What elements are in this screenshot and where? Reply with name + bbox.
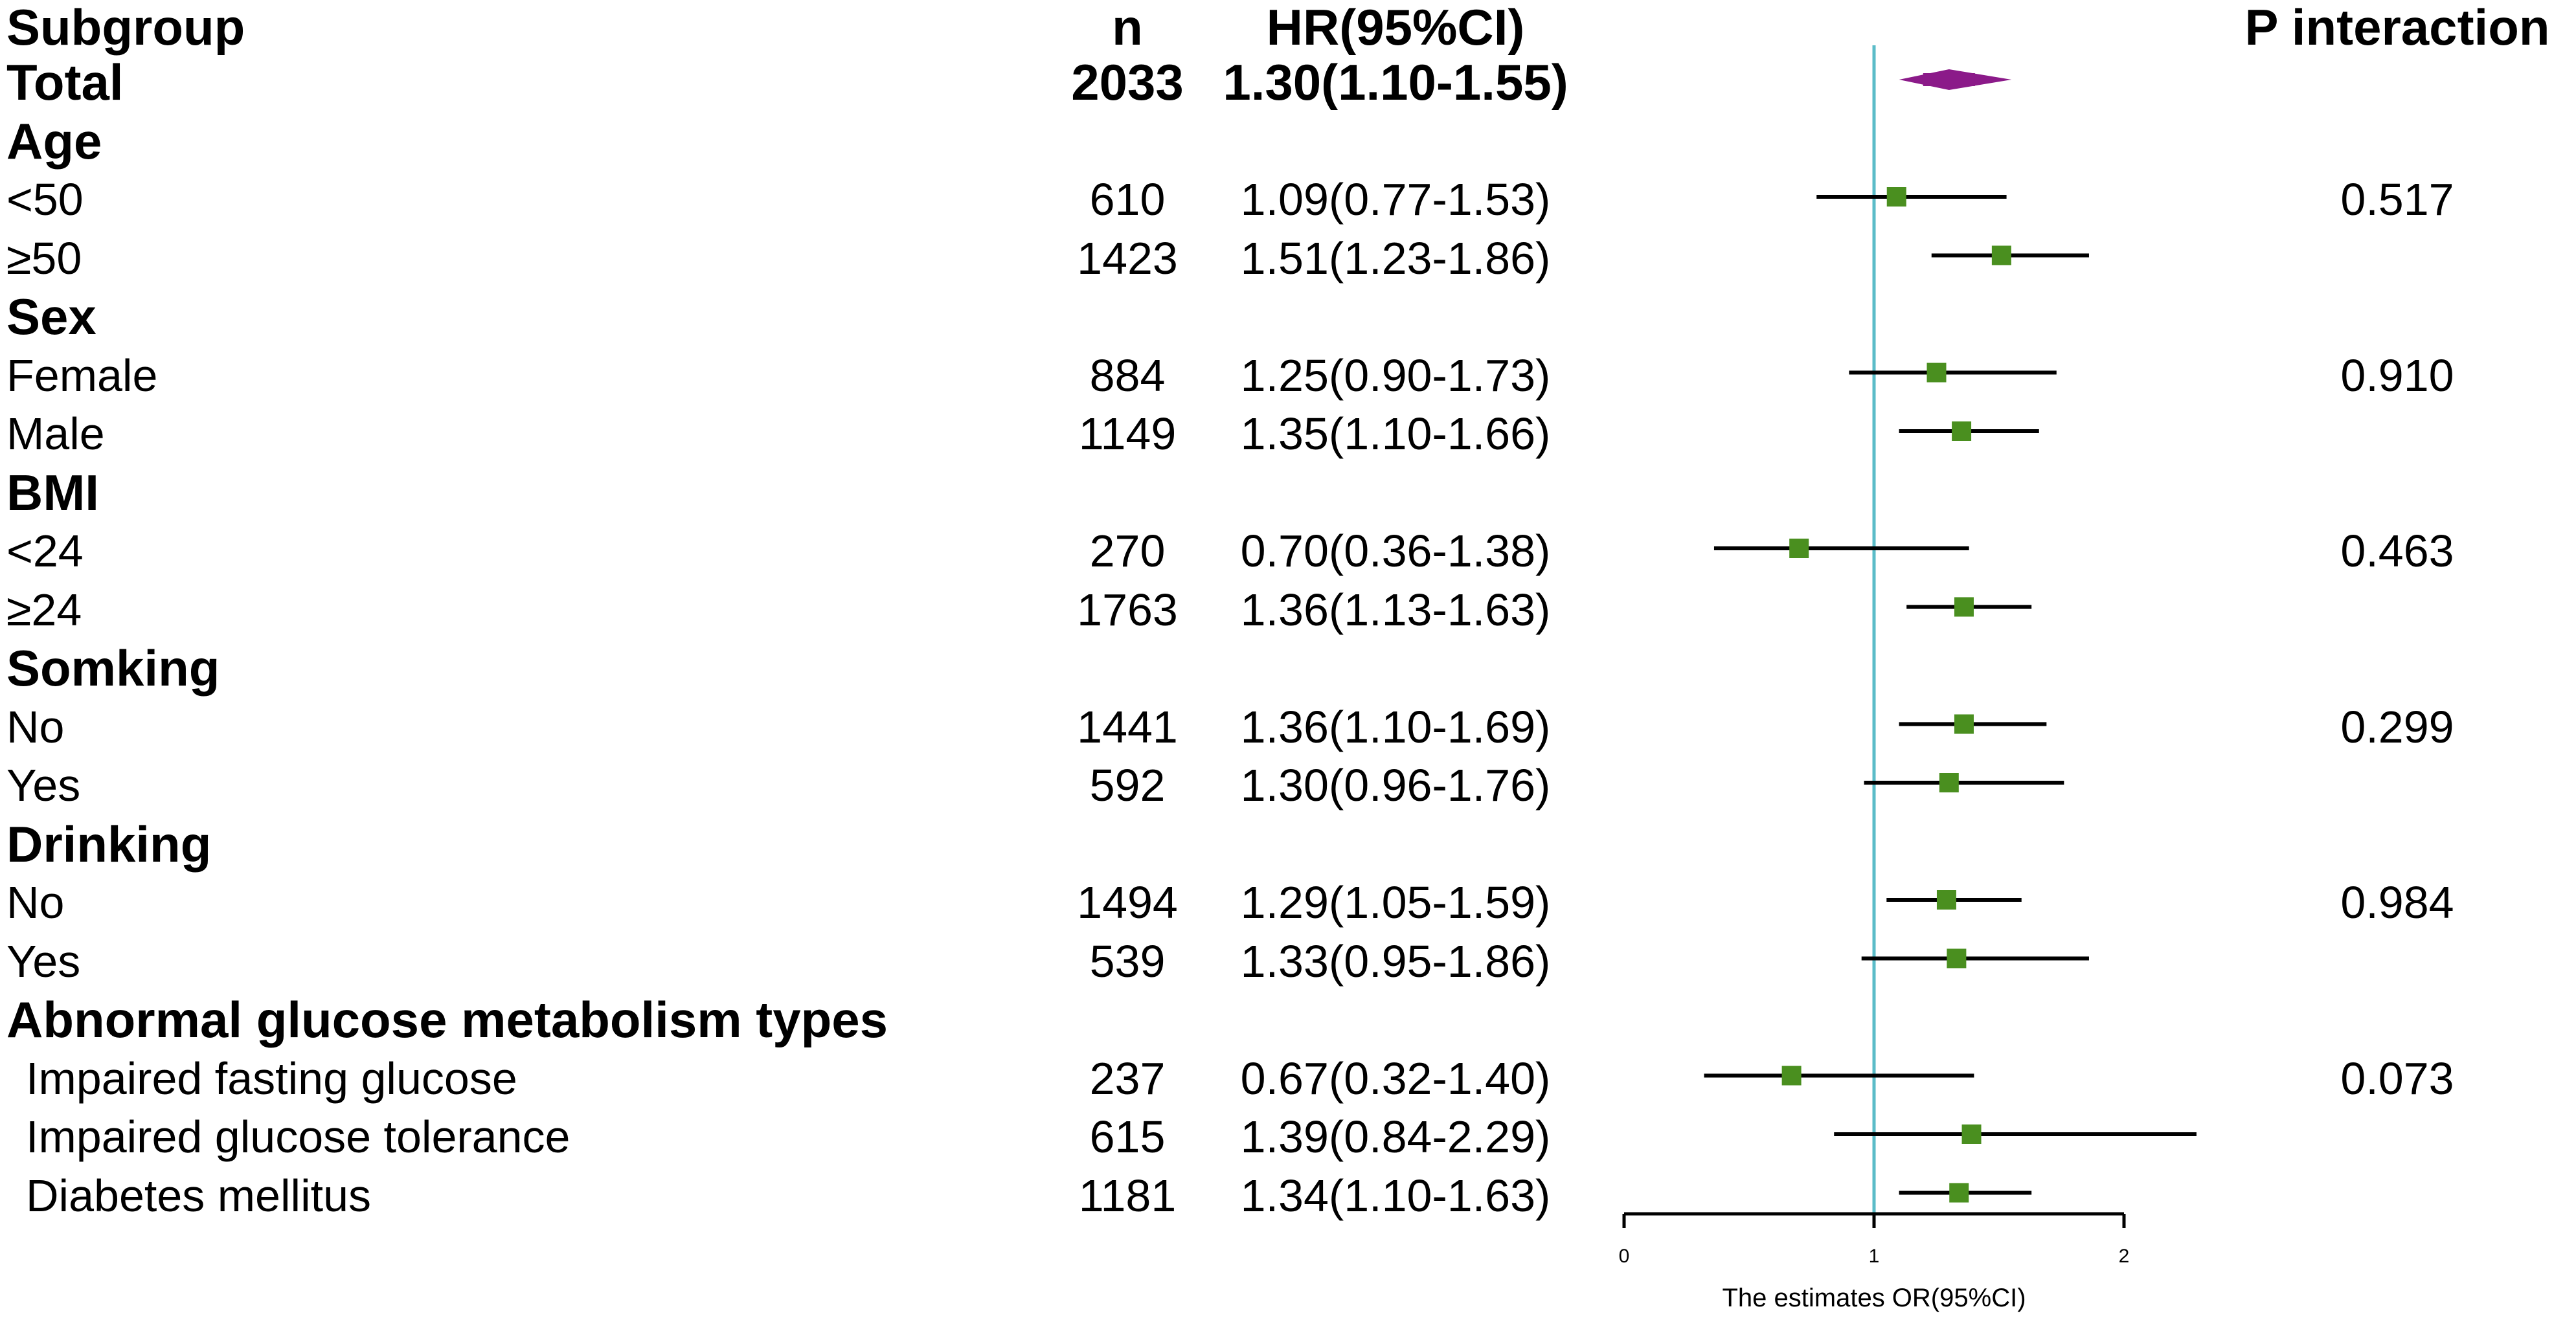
hr-value: 1.30(1.10-1.55)	[1223, 54, 1568, 111]
estimate-marker	[1952, 421, 1972, 441]
estimate-marker	[1949, 1183, 1969, 1203]
x-tick-label: 0	[1619, 1246, 1630, 1267]
estimate-marker	[1926, 363, 1947, 383]
n-value: 610	[1089, 174, 1166, 225]
subgroup-label: Male	[6, 408, 105, 459]
n-value: 1494	[1077, 877, 1178, 928]
subgroup-row: <50 610 1.09(0.77-1.53) 0.517	[0, 170, 2576, 229]
subgroup-label: No	[6, 701, 65, 752]
subgroup-label: Drinking	[6, 815, 212, 873]
subgroup-label: BMI	[6, 464, 99, 521]
subgroup-label: Sex	[6, 288, 96, 345]
subgroup-row: Impaired glucose tolerance 615 1.39(0.84-2…	[0, 1108, 2576, 1166]
n-value: 270	[1089, 526, 1166, 576]
p-interaction-value: 0.517	[2340, 174, 2454, 225]
group-header-row: BMI	[0, 464, 2576, 522]
estimate-marker	[1954, 714, 1974, 734]
subgroup-row: No 1441 1.36(1.10-1.69) 0.299	[0, 698, 2576, 756]
hr-value: 1.25(0.90-1.73)	[1240, 350, 1551, 401]
total-row: Total 2033 1.30(1.10-1.55)	[0, 53, 2576, 111]
hr-value: 1.09(0.77-1.53)	[1240, 174, 1551, 225]
subgroup-label: Female	[6, 350, 158, 401]
subgroup-label: Age	[6, 112, 102, 170]
hr-value: 1.30(0.96-1.76)	[1240, 760, 1551, 811]
x-axis-label: The estimates OR(95%CI)	[1722, 1284, 2026, 1312]
subgroup-row: <24 270 0.70(0.36-1.38) 0.463	[0, 522, 2576, 580]
subgroup-label: Total	[6, 54, 124, 111]
subgroup-row: Male 1149 1.35(1.10-1.66)	[0, 405, 2576, 463]
hr-value: 0.67(0.32-1.40)	[1240, 1053, 1551, 1104]
header-hr: HR(95%CI)	[1266, 0, 1525, 56]
subgroup-label: <50	[6, 174, 84, 225]
subgroup-row: No 1494 1.29(1.05-1.59) 0.984	[0, 873, 2576, 932]
p-interaction-value: 0.910	[2340, 350, 2454, 401]
estimate-marker	[1781, 1066, 1802, 1086]
p-interaction-value: 0.073	[2340, 1053, 2454, 1104]
hr-value: 1.36(1.13-1.63)	[1240, 584, 1551, 635]
subgroup-row: Impaired fasting glucose 237 0.67(0.32-1.4…	[0, 1049, 2576, 1108]
estimate-marker	[1936, 890, 1956, 910]
subgroup-row: ≥50 1423 1.51(1.23-1.86)	[0, 229, 2576, 287]
estimate-marker	[1947, 948, 1967, 968]
subgroup-label: Impaired fasting glucose	[26, 1053, 517, 1104]
hr-value: 1.36(1.10-1.69)	[1240, 701, 1551, 752]
subgroup-row: Diabetes mellitus 1181 1.34(1.10-1.63)	[0, 1167, 2576, 1225]
subgroup-row: Female 884 1.25(0.90-1.73) 0.910	[0, 346, 2576, 405]
header-p-interaction: P interaction	[2244, 0, 2550, 56]
hr-value: 1.51(1.23-1.86)	[1240, 232, 1551, 284]
group-header-row: Abnormal glucose metabolism types	[0, 990, 2576, 1049]
n-value: 615	[1089, 1112, 1166, 1162]
x-tick-label: 2	[2119, 1246, 2130, 1267]
group-header-row: Drinking	[0, 815, 2576, 873]
n-value: 1423	[1077, 232, 1178, 284]
estimate-marker	[1939, 773, 1959, 792]
header-subgroup: Subgroup	[6, 0, 245, 56]
n-value: 1181	[1078, 1170, 1177, 1221]
estimate-marker	[1991, 245, 2011, 265]
n-value: 1441	[1077, 701, 1178, 752]
subgroup-label: Yes	[6, 760, 81, 811]
estimate-marker	[1961, 1124, 1982, 1144]
n-value: 237	[1089, 1053, 1166, 1104]
p-interaction-value: 0.984	[2340, 877, 2454, 928]
subgroup-label: Abnormal glucose metabolism types	[6, 991, 888, 1048]
subgroup-row: Yes 539 1.33(0.95-1.86)	[0, 932, 2576, 990]
subgroup-label: No	[6, 877, 65, 928]
subgroup-row: Yes 592 1.30(0.96-1.76)	[0, 756, 2576, 814]
subgroup-label: Yes	[6, 935, 81, 987]
p-interaction-value: 0.299	[2340, 701, 2454, 752]
subgroup-label: Impaired glucose tolerance	[26, 1112, 571, 1162]
subgroup-label: Diabetes mellitus	[26, 1170, 371, 1221]
n-value: 1763	[1077, 584, 1178, 635]
subgroup-label: ≥50	[6, 232, 82, 284]
hr-value: 1.35(1.10-1.66)	[1240, 408, 1551, 459]
group-header-row: Age	[0, 112, 2576, 170]
group-header-row: Somking	[0, 639, 2576, 697]
hr-value: 1.33(0.95-1.86)	[1240, 935, 1551, 987]
subgroup-label: <24	[6, 526, 84, 576]
subgroup-label: Somking	[6, 640, 220, 697]
x-tick-label: 1	[1869, 1246, 1880, 1267]
group-header-row: Sex	[0, 287, 2576, 346]
subgroup-label: ≥24	[6, 584, 82, 635]
n-value: 592	[1089, 760, 1166, 811]
n-value: 1149	[1078, 408, 1177, 459]
header-n: n	[1112, 0, 1143, 56]
n-value: 884	[1089, 350, 1166, 401]
n-value: 539	[1089, 935, 1166, 987]
subgroup-row: ≥24 1763 1.36(1.13-1.63)	[0, 581, 2576, 639]
p-interaction-value: 0.463	[2340, 526, 2454, 576]
total-estimate-box	[1923, 73, 1975, 86]
estimate-marker	[1886, 187, 1906, 207]
hr-value: 1.39(0.84-2.29)	[1240, 1112, 1551, 1162]
estimate-marker	[1789, 539, 1809, 558]
n-value: 2033	[1071, 54, 1184, 111]
hr-value: 1.34(1.10-1.63)	[1240, 1170, 1551, 1221]
estimate-marker	[1954, 597, 1974, 617]
hr-value: 1.29(1.05-1.59)	[1240, 877, 1551, 928]
hr-value: 0.70(0.36-1.38)	[1240, 526, 1551, 576]
